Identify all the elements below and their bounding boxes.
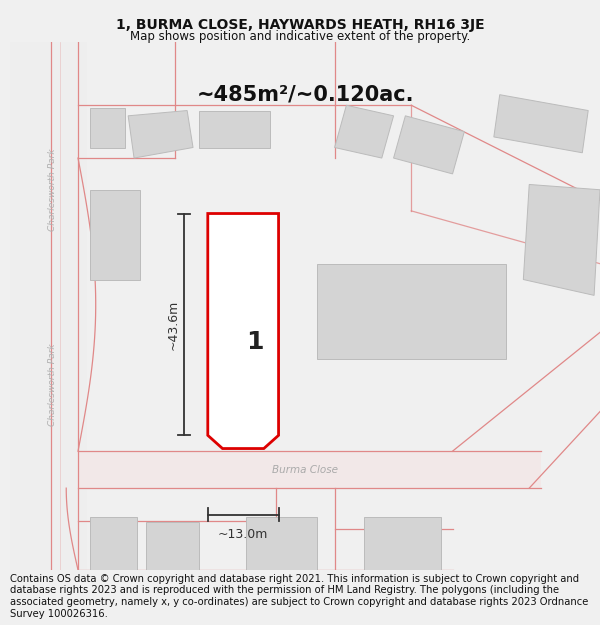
Polygon shape — [317, 264, 506, 359]
Polygon shape — [128, 111, 193, 158]
Polygon shape — [199, 111, 270, 148]
Text: Charlesworth Park: Charlesworth Park — [48, 344, 57, 426]
Polygon shape — [523, 184, 600, 296]
Polygon shape — [90, 108, 125, 148]
Text: Burma Close: Burma Close — [272, 464, 338, 474]
Polygon shape — [494, 94, 588, 152]
Text: ~13.0m: ~13.0m — [218, 528, 268, 541]
Text: ~485m²/~0.120ac.: ~485m²/~0.120ac. — [196, 84, 414, 104]
Polygon shape — [10, 42, 87, 570]
Text: Charlesworth Park: Charlesworth Park — [48, 148, 57, 231]
Polygon shape — [78, 451, 541, 488]
Text: Contains OS data © Crown copyright and database right 2021. This information is : Contains OS data © Crown copyright and d… — [10, 574, 589, 619]
Polygon shape — [146, 522, 199, 570]
Text: Map shows position and indicative extent of the property.: Map shows position and indicative extent… — [130, 30, 470, 43]
Polygon shape — [90, 518, 137, 570]
Polygon shape — [208, 214, 278, 449]
Polygon shape — [394, 116, 464, 174]
Polygon shape — [364, 518, 441, 570]
Text: 1, BURMA CLOSE, HAYWARDS HEATH, RH16 3JE: 1, BURMA CLOSE, HAYWARDS HEATH, RH16 3JE — [116, 18, 484, 31]
Polygon shape — [90, 190, 140, 279]
Text: ~43.6m: ~43.6m — [167, 299, 180, 349]
Polygon shape — [335, 105, 394, 158]
Text: 1: 1 — [246, 329, 264, 354]
Polygon shape — [246, 518, 317, 570]
